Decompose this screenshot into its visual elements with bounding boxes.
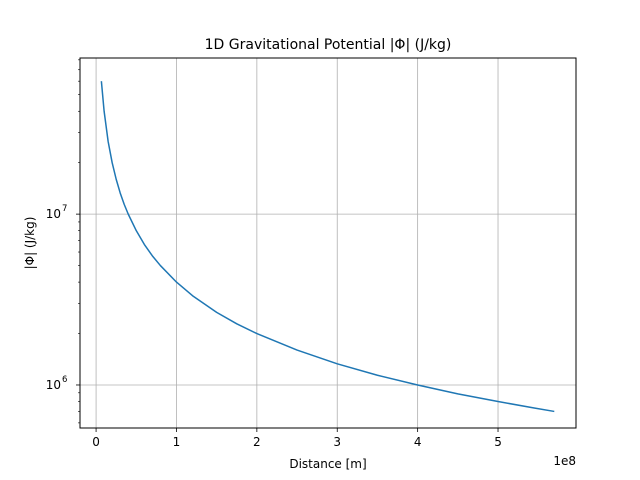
y-tick-label-base: 10	[46, 378, 61, 392]
y-tick-label-exponent: 7	[62, 204, 67, 214]
y-tick-label: 10	[46, 378, 61, 392]
x-tick-label: 5	[494, 435, 502, 449]
x-tick-label: 1	[173, 435, 181, 449]
y-tick-label: 10	[46, 207, 61, 221]
grid	[80, 58, 576, 428]
y-tick-label-exponent: 6	[62, 375, 67, 385]
x-axis-label: Distance [m]	[289, 457, 366, 471]
x-tick-label: 2	[253, 435, 261, 449]
series-line	[100, 81, 555, 413]
x-offset-label: 1e8	[553, 454, 576, 468]
chart-title: 1D Gravitational Potential |Φ| (J/kg)	[205, 37, 452, 53]
plot-frame	[79, 57, 577, 429]
x-tick-label: 3	[333, 435, 341, 449]
plot-lines	[100, 81, 555, 413]
x-tick-label: 0	[92, 435, 100, 449]
x-tick-label: 4	[414, 435, 422, 449]
y-tick-label-base: 10	[46, 207, 61, 221]
y-axis-label: |Φ| (J/kg)	[23, 217, 37, 270]
